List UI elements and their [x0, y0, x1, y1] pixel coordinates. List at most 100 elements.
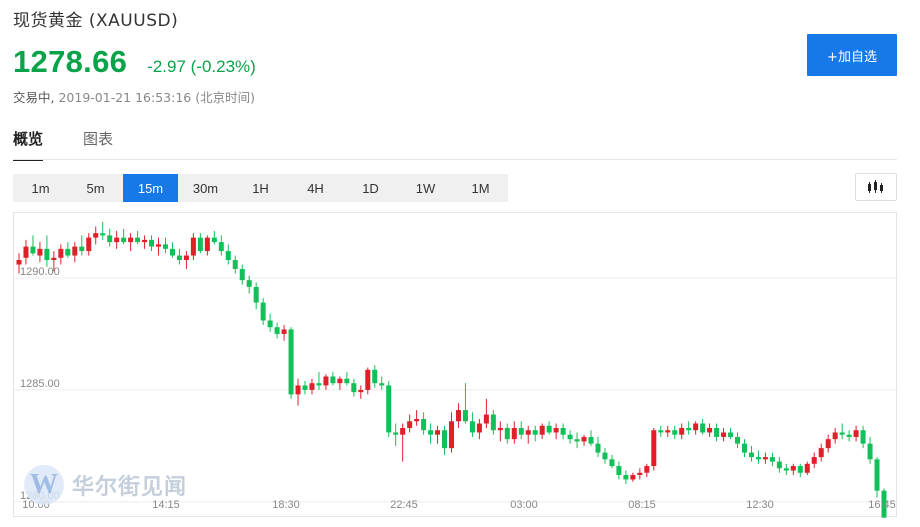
- tabs-divider: [13, 159, 897, 160]
- candle-body: [204, 237, 210, 252]
- candle-body: [560, 427, 566, 435]
- candle-body: [260, 302, 266, 321]
- x-tick-label: 18:30: [272, 499, 300, 511]
- candle-body: [309, 383, 315, 390]
- candle-body: [79, 246, 85, 252]
- watermark-text: 华尔街见闻: [72, 474, 188, 500]
- candle-body: [748, 452, 754, 458]
- candle-body: [211, 237, 217, 243]
- candle-body: [609, 459, 615, 467]
- candle-body: [344, 378, 350, 384]
- candle-body: [162, 244, 169, 249]
- candle-body: [846, 434, 852, 437]
- candle-body: [860, 430, 866, 444]
- candle-body: [442, 430, 448, 449]
- candle-body: [135, 237, 141, 243]
- main-tabs: 概览 图表: [13, 128, 153, 161]
- last-price: 1278.66: [13, 44, 128, 79]
- candle-body: [525, 430, 531, 435]
- candlestick-icon: [868, 180, 883, 193]
- candle-body: [386, 385, 392, 433]
- candle-body: [490, 414, 496, 431]
- candle-body: [693, 423, 699, 431]
- candle-body: [232, 260, 238, 269]
- candle-body: [58, 248, 64, 258]
- candle-body: [197, 237, 203, 252]
- interval-30m[interactable]: 30m: [192, 180, 219, 196]
- x-tick-label: 03:00: [510, 499, 538, 511]
- interval-1mo[interactable]: 1M: [471, 180, 490, 196]
- candle-body: [686, 427, 692, 431]
- candle-body: [588, 436, 594, 444]
- candle-body: [190, 237, 196, 256]
- candle-body: [72, 246, 78, 256]
- x-tick-label: 08:15: [628, 499, 656, 511]
- candle-body: [121, 237, 127, 243]
- interval-selector: 1m 5m 15m 30m 1H 4H 1D 1W 1M: [13, 174, 508, 202]
- instrument-title: 现货黄金 (XAUUSD): [13, 11, 179, 31]
- candle-body: [741, 443, 747, 453]
- candle-body: [672, 430, 678, 435]
- candle-body: [504, 427, 510, 440]
- candle-body: [595, 443, 601, 453]
- interval-1m[interactable]: 1m: [31, 180, 50, 196]
- candle-body: [337, 378, 343, 384]
- candle-body: [839, 432, 845, 435]
- candle-body: [539, 425, 545, 435]
- candle-body: [602, 452, 608, 460]
- candle-body: [142, 239, 148, 243]
- candle-body: [114, 237, 120, 243]
- y-tick-label: 1285.00: [20, 378, 60, 390]
- interval-1d[interactable]: 1D: [362, 180, 379, 196]
- candle-body: [281, 329, 287, 334]
- interval-1w[interactable]: 1W: [415, 180, 436, 196]
- candle-body: [372, 369, 378, 384]
- candle-body: [169, 248, 175, 256]
- candle-body: [302, 385, 308, 390]
- candle-body: [107, 235, 113, 243]
- y-tick-label: 1290.00: [20, 266, 60, 278]
- interval-15m[interactable]: 15m: [123, 174, 178, 202]
- candle-body: [623, 475, 629, 480]
- candle-body: [721, 432, 727, 437]
- candle-body: [316, 383, 322, 386]
- interval-1h[interactable]: 1H: [252, 180, 269, 196]
- candle-body: [776, 461, 782, 469]
- candle-body: [407, 421, 413, 428]
- status-label: 交易中,: [13, 90, 55, 105]
- tab-chart[interactable]: 图表: [83, 130, 114, 148]
- candle-body: [553, 427, 559, 433]
- candle-body: [755, 457, 761, 460]
- candle-body: [23, 246, 29, 258]
- candle-body: [769, 457, 775, 462]
- candle-body: [379, 383, 385, 386]
- chart-type-button[interactable]: [855, 173, 897, 201]
- x-tick-label: 12:30: [746, 499, 774, 511]
- tab-overview[interactable]: 概览: [13, 128, 44, 161]
- candle-body: [881, 490, 887, 518]
- candle-body: [700, 423, 706, 433]
- candle-body: [511, 427, 517, 440]
- candle-body: [358, 389, 364, 393]
- candle-body: [435, 430, 441, 435]
- candle-body: [867, 443, 873, 460]
- candle-body: [253, 286, 259, 303]
- candle-body: [651, 430, 657, 467]
- candle-body: [323, 376, 329, 386]
- candle-body: [183, 255, 189, 261]
- candle-body: [37, 248, 43, 256]
- candle-body: [448, 421, 455, 449]
- candle-body: [274, 327, 280, 334]
- candle-body: [874, 459, 880, 491]
- candle-body: [365, 369, 371, 390]
- candle-body: [574, 439, 580, 442]
- candle-body: [156, 244, 162, 247]
- interval-4h[interactable]: 4H: [307, 180, 324, 196]
- interval-5m[interactable]: 5m: [86, 180, 105, 196]
- candle-body: [532, 430, 538, 435]
- candle-body: [853, 430, 859, 437]
- add-to-watchlist-button[interactable]: +加自选: [807, 34, 897, 76]
- candle-body: [149, 239, 155, 247]
- candle-body: [100, 233, 106, 236]
- candle-body: [393, 432, 399, 435]
